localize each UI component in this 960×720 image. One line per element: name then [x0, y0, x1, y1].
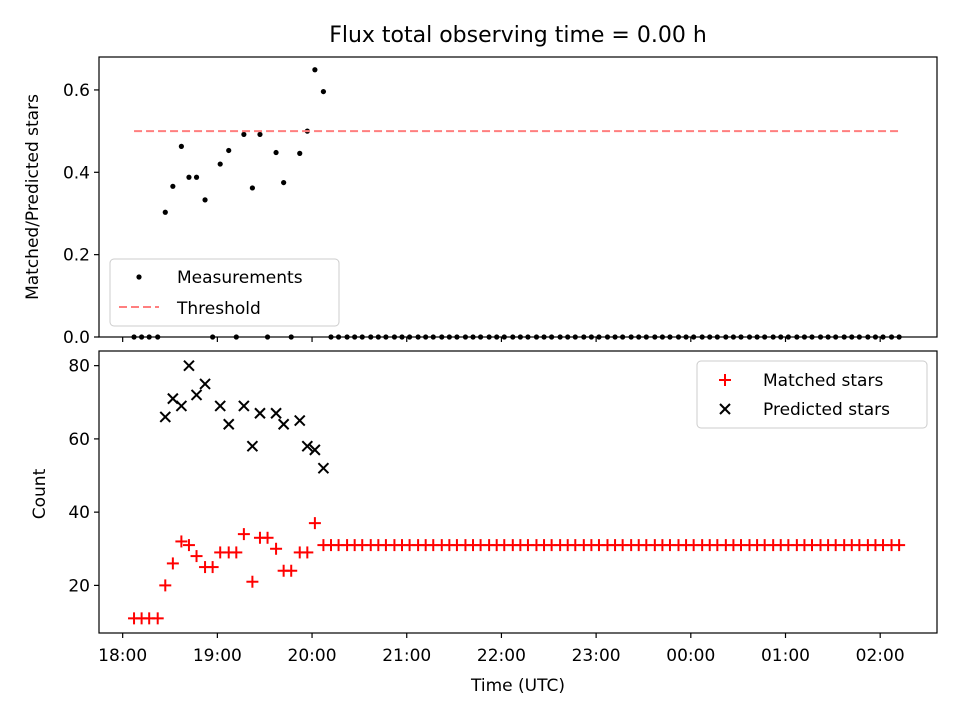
matched-star-point — [893, 539, 906, 552]
predicted-star-point — [199, 378, 211, 390]
predicted-star-point — [309, 444, 321, 456]
threshold-legend-label: Threshold — [176, 299, 261, 319]
matched-star-point — [175, 535, 188, 548]
predicted-star-point — [254, 407, 266, 419]
x-tick-label: 20:00 — [288, 646, 337, 666]
measurement-point — [202, 197, 208, 203]
count-y-tick-label: 20 — [68, 576, 90, 596]
matched-star-point — [166, 557, 179, 570]
matched-star-point — [190, 550, 203, 563]
measurement-point — [320, 88, 327, 95]
ratio-y-tick-label: 0.0 — [63, 328, 90, 348]
measurement-point — [162, 209, 168, 215]
matched-legend-label: Matched stars — [763, 371, 883, 391]
count-panel-frame — [98, 350, 938, 634]
x-tick-label: 22:00 — [477, 646, 526, 666]
measurement-point — [249, 185, 255, 191]
count-y-axis-label: Count — [30, 468, 50, 519]
predicted-legend-label: Predicted stars — [763, 400, 890, 420]
predicted-star-point — [175, 400, 188, 412]
measurement-point — [178, 143, 184, 149]
measurements-legend-icon — [136, 274, 142, 280]
ratio-y-tick-label: 0.4 — [63, 163, 90, 183]
ratio-legend-box — [109, 258, 340, 327]
measurement-point — [273, 149, 279, 156]
ratio-y-tick-label: 0.2 — [63, 246, 90, 266]
x-tick-label: 01:00 — [761, 646, 810, 666]
x-tick-label: 02:00 — [856, 646, 905, 666]
measurements-legend-label: Measurements — [177, 268, 303, 288]
predicted-star-point — [223, 418, 235, 430]
measurement-point — [281, 179, 287, 186]
matched-star-point — [261, 531, 274, 544]
matched-star-point — [270, 542, 283, 555]
predicted-star-point — [317, 462, 330, 474]
matched-star-point — [182, 539, 195, 552]
count-y-tick-label: 60 — [68, 430, 90, 450]
matched-star-point — [237, 528, 250, 541]
measurement-point — [186, 174, 192, 180]
predicted-star-point — [238, 400, 250, 412]
measurement-point — [297, 150, 303, 156]
ratio-panel: 0.0 0.2 0.4 0.6 Matched/Predicted stars Mea… — [23, 56, 938, 348]
count-legend: Matched stars Predicted stars — [696, 360, 928, 429]
ratio-y-tick-label: 0.6 — [63, 81, 90, 101]
ratio-y-axis-label: Matched/Predicted stars — [23, 94, 43, 300]
count-panel: 20 40 60 80 18:00 19:00 20:00 21:00 22:00 23:00 00… — [30, 350, 938, 696]
count-axis: 20 40 60 80 18:00 19:00 20:00 21:00 22:00 23:00 00… — [68, 357, 904, 666]
ratio-legend: Measurements Threshold — [109, 258, 340, 327]
x-tick-label: 23:00 — [572, 646, 621, 666]
x-tick-label: 00:00 — [666, 646, 715, 666]
measurement-point — [257, 131, 263, 138]
predicted-star-point — [270, 407, 282, 419]
matched-star-point — [301, 546, 314, 559]
measurement-point — [193, 174, 200, 180]
x-axis-label: Time (UTC) — [470, 676, 565, 696]
matched-star-point — [308, 517, 321, 530]
matched-star-point — [285, 564, 298, 577]
predicted-star-point — [246, 440, 259, 452]
measurement-point — [241, 131, 247, 138]
predicted-star-point — [190, 389, 203, 401]
count-y-tick-label: 40 — [68, 503, 90, 523]
predicted-star-point — [277, 418, 290, 430]
count-y-tick-label: 80 — [68, 357, 90, 377]
count-marks — [128, 359, 906, 625]
matched-star-point — [151, 612, 164, 625]
x-tick-label: 19:00 — [193, 646, 242, 666]
predicted-star-point — [301, 440, 314, 452]
matched-legend-icon — [719, 374, 731, 386]
count-legend-box — [696, 360, 928, 429]
chart-title: Flux total observing time = 0.00 h — [329, 23, 707, 48]
measurement-point — [170, 183, 176, 189]
predicted-legend-icon — [719, 403, 731, 415]
ratio-panel-frame — [98, 56, 938, 338]
predicted-star-point — [214, 400, 226, 412]
matched-star-point — [206, 561, 219, 574]
x-tick-label: 18:00 — [98, 646, 147, 666]
measurement-point — [312, 67, 318, 73]
matched-star-point — [230, 546, 243, 559]
matched-star-point — [159, 579, 172, 592]
matched-star-point — [246, 575, 259, 588]
measurement-point — [226, 147, 232, 154]
ratio-axis: 0.0 0.2 0.4 0.6 — [63, 81, 881, 348]
predicted-star-point — [294, 414, 306, 427]
predicted-star-point — [159, 411, 171, 423]
measurement-point — [217, 161, 223, 167]
x-tick-label: 21:00 — [382, 646, 431, 666]
predicted-star-point — [183, 359, 195, 372]
